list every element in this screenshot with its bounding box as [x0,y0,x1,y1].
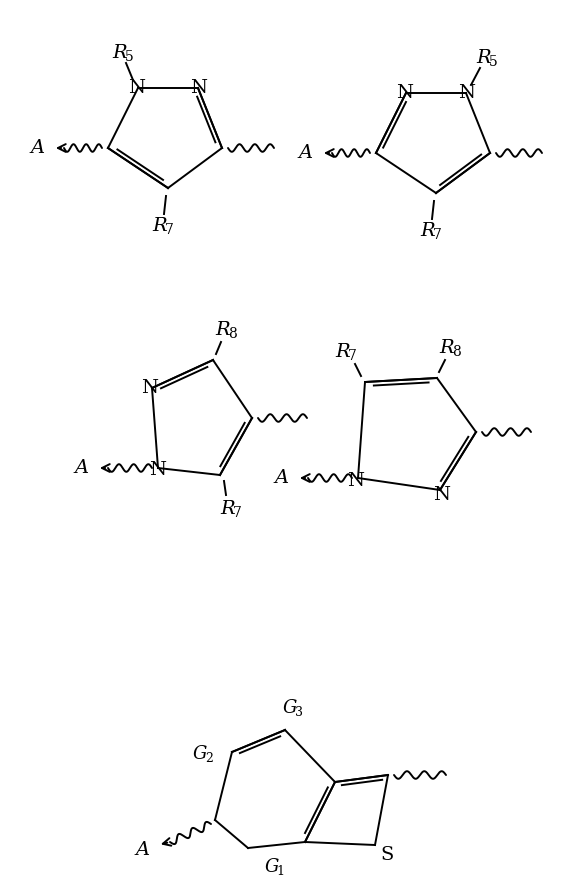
Text: R: R [420,222,435,240]
Text: 8: 8 [228,328,237,342]
Text: 3: 3 [295,706,303,719]
Text: G: G [193,745,207,763]
Text: 7: 7 [433,229,442,243]
Text: R: R [153,217,167,235]
Text: R: R [215,321,230,339]
Text: N: N [150,461,166,479]
Text: G: G [264,858,279,876]
Text: 8: 8 [452,345,461,359]
Text: A: A [75,459,89,477]
Text: N: N [142,379,158,397]
Text: G: G [283,699,297,717]
Text: N: N [434,486,450,504]
Text: 5: 5 [490,56,498,70]
Text: S: S [380,846,393,864]
Text: N: N [128,79,146,97]
Text: R: R [477,49,491,67]
Text: R: R [336,343,350,361]
Text: A: A [136,841,150,859]
Text: A: A [299,144,313,162]
Text: R: R [113,44,127,62]
Text: A: A [275,469,289,487]
Text: N: N [191,79,207,97]
Text: N: N [396,84,414,102]
Text: 2: 2 [205,751,213,765]
Text: 1: 1 [276,864,285,878]
Text: 7: 7 [348,350,357,364]
Text: 5: 5 [126,50,134,64]
Text: R: R [221,500,236,518]
Text: A: A [31,139,45,157]
Text: N: N [458,84,476,102]
Text: 7: 7 [165,223,174,238]
Text: N: N [347,472,365,490]
Text: R: R [439,339,454,357]
Text: 7: 7 [233,507,242,520]
